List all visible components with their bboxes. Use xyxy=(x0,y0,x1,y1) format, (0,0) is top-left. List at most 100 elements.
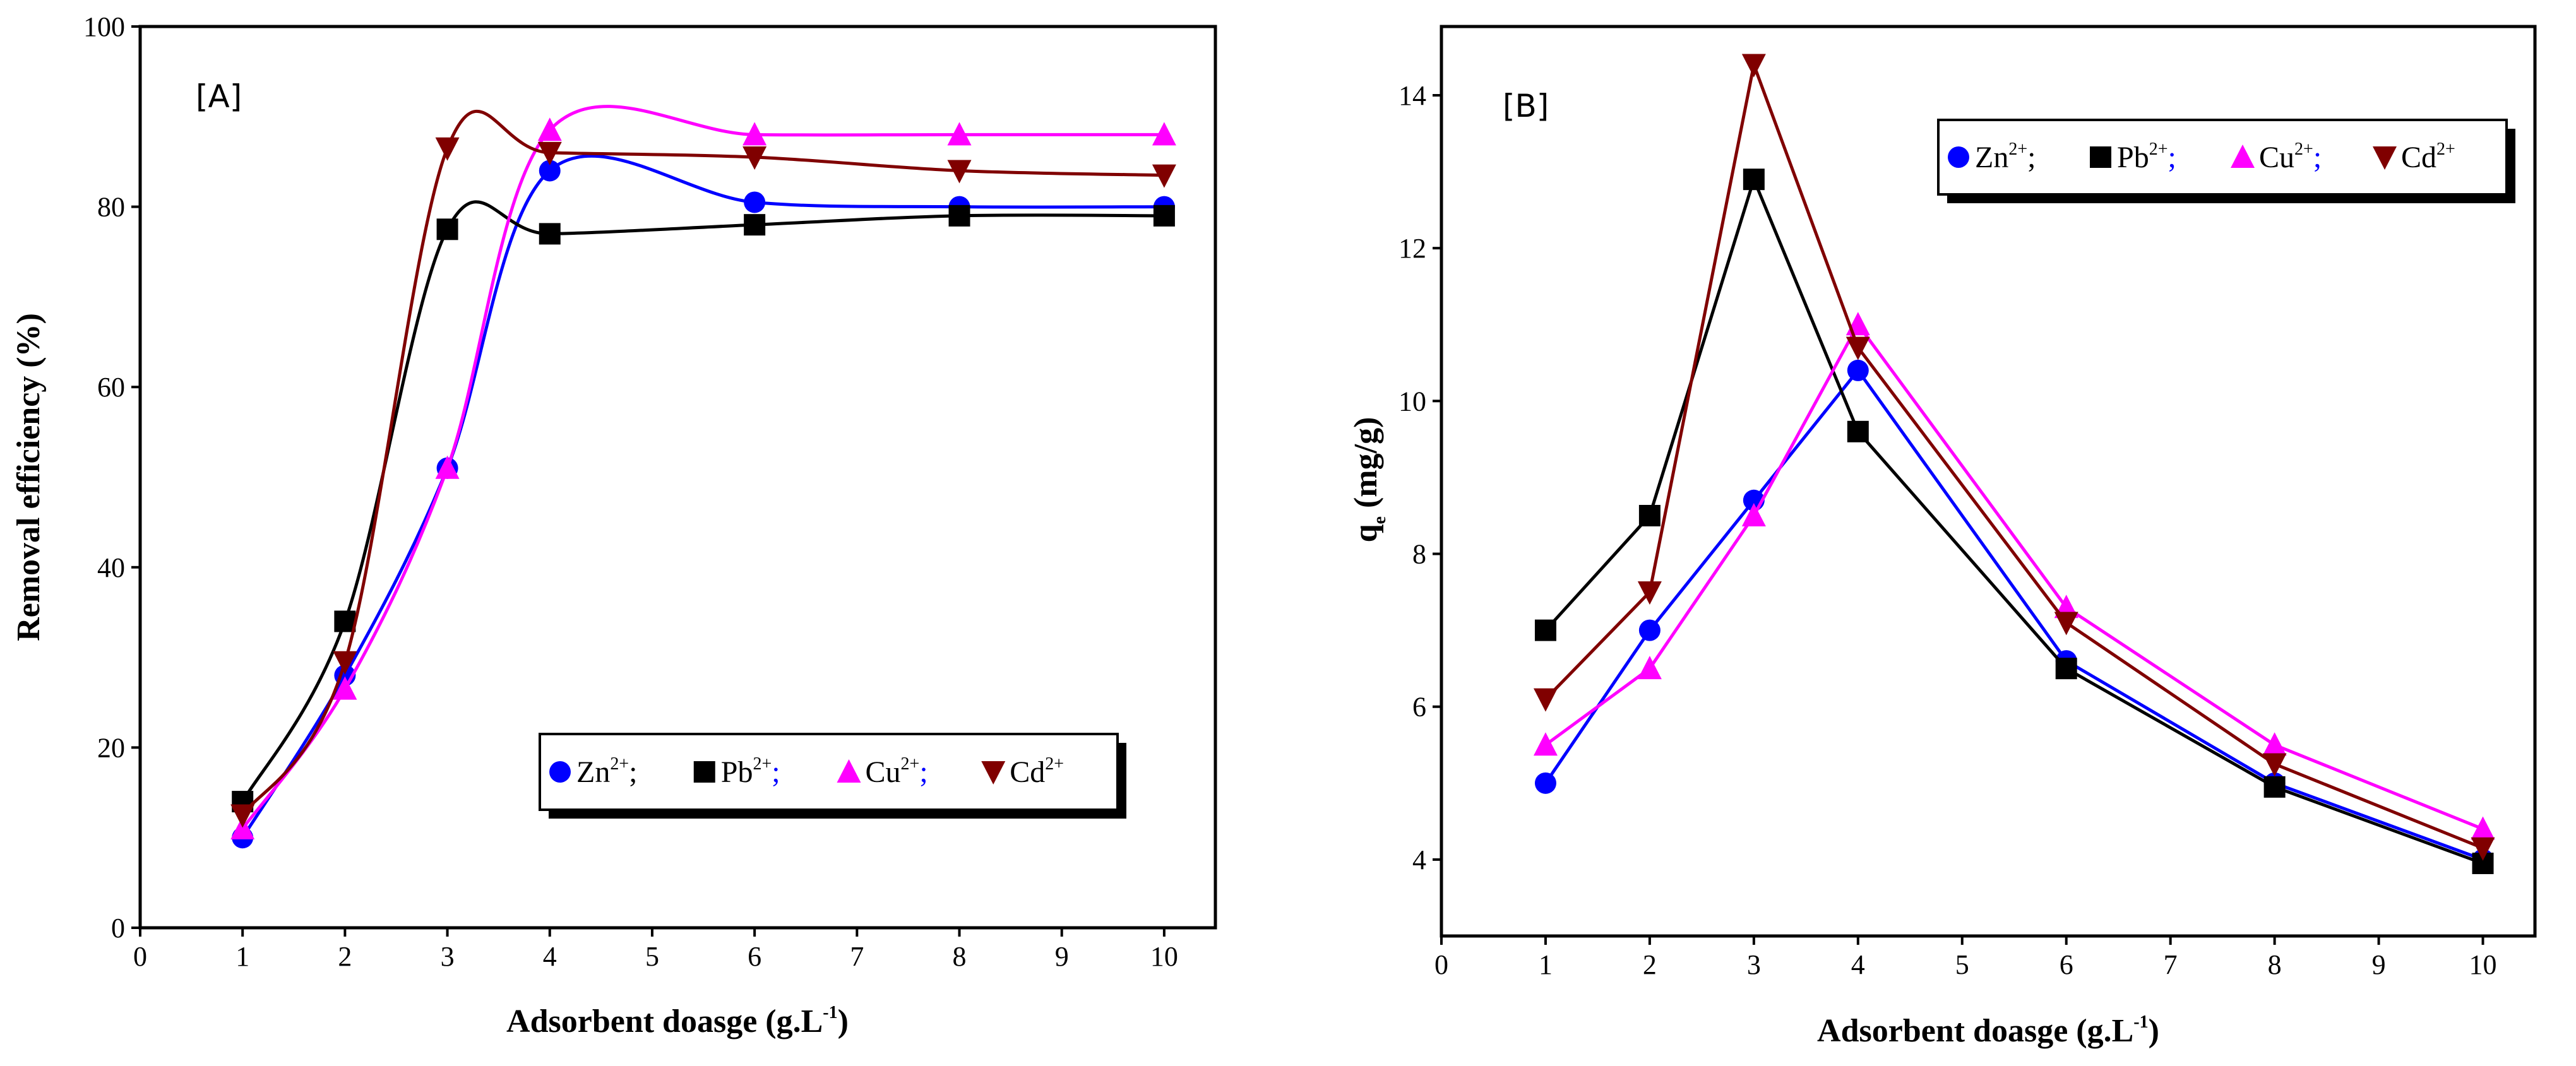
legend-ion-charge: 2+ xyxy=(2008,139,2027,159)
data-point-pb xyxy=(1534,619,1556,641)
data-point-cd xyxy=(2262,753,2287,777)
data-point-cd xyxy=(1637,581,1662,605)
x-axis-label-sup: -1 xyxy=(823,1003,837,1022)
x-tick-label: 1 xyxy=(1539,949,1553,980)
series-line-pb xyxy=(1544,174,2484,865)
x-tick-label: 0 xyxy=(133,941,147,972)
data-point-pb xyxy=(2055,658,2077,680)
data-point-cd xyxy=(2471,837,2495,861)
legend-label-cd: Cd2+ xyxy=(1010,754,1064,789)
data-point-cu xyxy=(742,122,767,146)
legend-marker-cu xyxy=(837,759,861,783)
legend-ion-name: Cu xyxy=(2259,141,2294,174)
y-axis-label-text: q xyxy=(1348,524,1384,542)
y-tick-label: 0 xyxy=(111,913,125,944)
legend-box xyxy=(1937,119,2508,196)
data-point-pb xyxy=(2263,776,2286,798)
legend-ion-name: Zn xyxy=(576,755,610,789)
legend-label-cu: Cu2+; xyxy=(866,754,928,789)
legend-label-pb: Pb2+; xyxy=(721,754,780,789)
legend-separator: ; xyxy=(2027,141,2036,174)
data-point-zn xyxy=(1847,359,1869,381)
legend-label-pb: Pb2+; xyxy=(2117,139,2176,174)
x-tick-label: 0 xyxy=(1434,949,1448,980)
x-axis-label-sup: -1 xyxy=(2133,1012,2148,1032)
x-tick-label: 6 xyxy=(748,941,761,972)
x-tick-label: 8 xyxy=(953,941,967,972)
data-point-pb xyxy=(1847,420,1869,442)
data-point-cd xyxy=(230,804,255,828)
legend-ion-charge: 2+ xyxy=(610,754,629,774)
data-point-cu xyxy=(537,117,562,141)
legend-separator: ; xyxy=(2168,141,2176,174)
x-tick-label: 8 xyxy=(2268,949,2282,980)
data-point-cd xyxy=(2054,612,2078,636)
data-point-cu xyxy=(2262,732,2287,756)
x-tick-label: 4 xyxy=(1851,949,1865,980)
data-point-zn xyxy=(1638,619,1661,641)
data-point-pb xyxy=(539,223,561,245)
y-tick-label: 20 xyxy=(97,732,125,763)
legend-ion-name: Zn xyxy=(1975,141,2008,174)
panel-label: [B] xyxy=(1503,88,1549,124)
legend-marker-cd xyxy=(981,761,1006,785)
legend-ion-charge: 2+ xyxy=(2149,139,2168,159)
legend-separator: ; xyxy=(919,755,927,789)
x-tick-label: 7 xyxy=(2164,949,2178,980)
x-tick-label: 9 xyxy=(2372,949,2386,980)
data-point-cu xyxy=(1741,502,1766,526)
x-tick-label: 10 xyxy=(2469,949,2497,980)
data-point-cd xyxy=(1533,688,1558,712)
data-point-zn xyxy=(744,191,766,213)
y-axis-label-sub: e xyxy=(1370,516,1390,524)
legend-box xyxy=(539,733,1119,811)
legend-ion-name: Cu xyxy=(866,755,901,789)
x-axis-label-text: Adsorbent doasge (g.L xyxy=(1817,1013,2133,1049)
x-tick-label: 2 xyxy=(338,941,352,972)
x-tick-label: 5 xyxy=(1955,949,1969,980)
y-tick-label: 6 xyxy=(1412,692,1426,723)
data-point-pb xyxy=(1153,204,1175,227)
x-tick-label: 7 xyxy=(850,941,864,972)
data-point-pb xyxy=(334,610,356,632)
data-point-cd xyxy=(742,146,767,170)
series-cu xyxy=(1533,312,2495,840)
data-point-cd xyxy=(1152,164,1176,188)
series-cu xyxy=(230,105,1176,839)
legend-marker-zn xyxy=(1948,146,1969,168)
y-axis-label-end: (mg/g) xyxy=(1348,417,1384,516)
x-tick-label: 2 xyxy=(1643,949,1657,980)
y-tick-label: 10 xyxy=(1398,386,1426,417)
data-point-pb xyxy=(436,218,458,240)
y-tick-label: 60 xyxy=(97,372,125,403)
legend-marker-cu xyxy=(2231,145,2255,168)
data-point-zn xyxy=(539,160,561,182)
y-tick-label: 14 xyxy=(1398,80,1426,111)
data-point-cd xyxy=(537,141,562,165)
legend-ion-charge: 2+ xyxy=(901,754,920,774)
x-axis-label-end: ) xyxy=(838,1004,849,1039)
y-tick-label: 100 xyxy=(83,11,125,42)
data-point-zn xyxy=(1534,772,1556,794)
data-point-pb xyxy=(1638,504,1661,526)
legend-ion-name: Cd xyxy=(2401,141,2436,174)
legend-ion-charge: 2+ xyxy=(1045,754,1064,774)
series-line-cd xyxy=(241,110,1164,816)
y-tick-label: 40 xyxy=(97,552,125,583)
data-point-cu xyxy=(2471,816,2495,840)
series-line-pb xyxy=(241,200,1164,803)
legend-ion-name: Pb xyxy=(2117,141,2149,174)
data-point-pb xyxy=(948,204,970,227)
legend-ion-charge: 2+ xyxy=(753,754,772,774)
legend-label-zn: Zn2+; xyxy=(1975,139,2036,174)
x-tick-label: 9 xyxy=(1055,941,1069,972)
legend-ion-charge: 2+ xyxy=(2436,139,2455,159)
data-point-pb xyxy=(744,214,766,236)
plot-frame xyxy=(1440,25,2537,938)
legend-marker-pb xyxy=(693,761,715,783)
data-point-cd xyxy=(333,651,357,675)
legend-label-cd: Cd2+ xyxy=(2401,139,2455,174)
x-tick-label: 3 xyxy=(1747,949,1761,980)
legend-label-cu: Cu2+; xyxy=(2259,139,2322,174)
